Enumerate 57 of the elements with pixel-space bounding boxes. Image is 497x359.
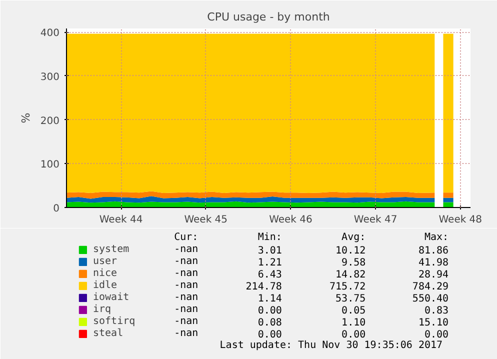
text: 1.14 bbox=[258, 294, 282, 304]
legend-label: irq bbox=[93, 303, 112, 315]
text: 9.58 bbox=[342, 258, 366, 268]
legend-label: nice bbox=[93, 267, 118, 279]
x-tick-label: Week 45 bbox=[184, 214, 228, 226]
x-tick-label: Week 44 bbox=[99, 214, 143, 226]
text: 10.12 bbox=[336, 246, 366, 256]
text: 3.01 bbox=[258, 246, 282, 256]
y-tick-label: 0 bbox=[53, 204, 60, 214]
legend-label: idle bbox=[93, 279, 118, 291]
text: -nan bbox=[174, 304, 198, 315]
text: 0.00 bbox=[342, 330, 366, 340]
text: 784.29 bbox=[412, 282, 449, 292]
legend-label: softirq bbox=[93, 315, 136, 327]
legend-label: steal bbox=[93, 327, 124, 339]
text: 715.72 bbox=[330, 282, 366, 292]
text: -nan bbox=[174, 292, 198, 303]
y-tick-label: 100 bbox=[40, 160, 60, 171]
text: 0.00 bbox=[258, 306, 282, 316]
x-tick-label: Week 46 bbox=[269, 214, 312, 226]
y-tick-label: 400 bbox=[40, 28, 60, 40]
chart-title: CPU usage - by month bbox=[207, 10, 330, 24]
text: 41.98 bbox=[418, 258, 449, 268]
text: Min: bbox=[258, 232, 282, 243]
text: Avg: bbox=[342, 232, 366, 243]
legend-label: system bbox=[93, 243, 130, 255]
text: 6.43 bbox=[258, 270, 282, 280]
text: 28.94 bbox=[418, 270, 449, 280]
text: 0.05 bbox=[342, 306, 366, 316]
x-tick-label: Week 47 bbox=[354, 214, 398, 226]
y-tick-label: 200 bbox=[40, 116, 60, 127]
text: Cur: bbox=[174, 232, 198, 243]
text: 0.08 bbox=[258, 318, 282, 328]
text: -nan bbox=[174, 280, 198, 291]
text: -nan bbox=[174, 256, 198, 267]
text: 14.82 bbox=[336, 270, 366, 280]
text: -nan bbox=[174, 244, 198, 255]
text: 0.83 bbox=[424, 306, 449, 316]
text: Max: bbox=[424, 232, 449, 243]
legend-label: user bbox=[93, 255, 118, 267]
y-axis-title: % bbox=[19, 112, 32, 124]
text: 550.40 bbox=[412, 294, 449, 304]
text: 1.10 bbox=[342, 318, 366, 328]
text: 214.78 bbox=[246, 282, 282, 292]
text: 81.86 bbox=[418, 246, 449, 256]
legend-label: iowait bbox=[93, 291, 130, 303]
text: 53.75 bbox=[336, 294, 366, 304]
x-tick-label: Week 48 bbox=[438, 214, 482, 226]
text: 0.00 bbox=[258, 330, 282, 340]
text: 0.00 bbox=[424, 330, 449, 340]
y-tick-label: 300 bbox=[40, 72, 60, 83]
text: Last update: Thu Nov 30 19:35:06 2017 bbox=[220, 340, 443, 351]
text: -nan bbox=[174, 316, 198, 327]
text: 15.10 bbox=[418, 318, 449, 328]
text: 1.21 bbox=[258, 258, 282, 268]
text: -nan bbox=[174, 328, 198, 339]
text: -nan bbox=[174, 268, 198, 279]
